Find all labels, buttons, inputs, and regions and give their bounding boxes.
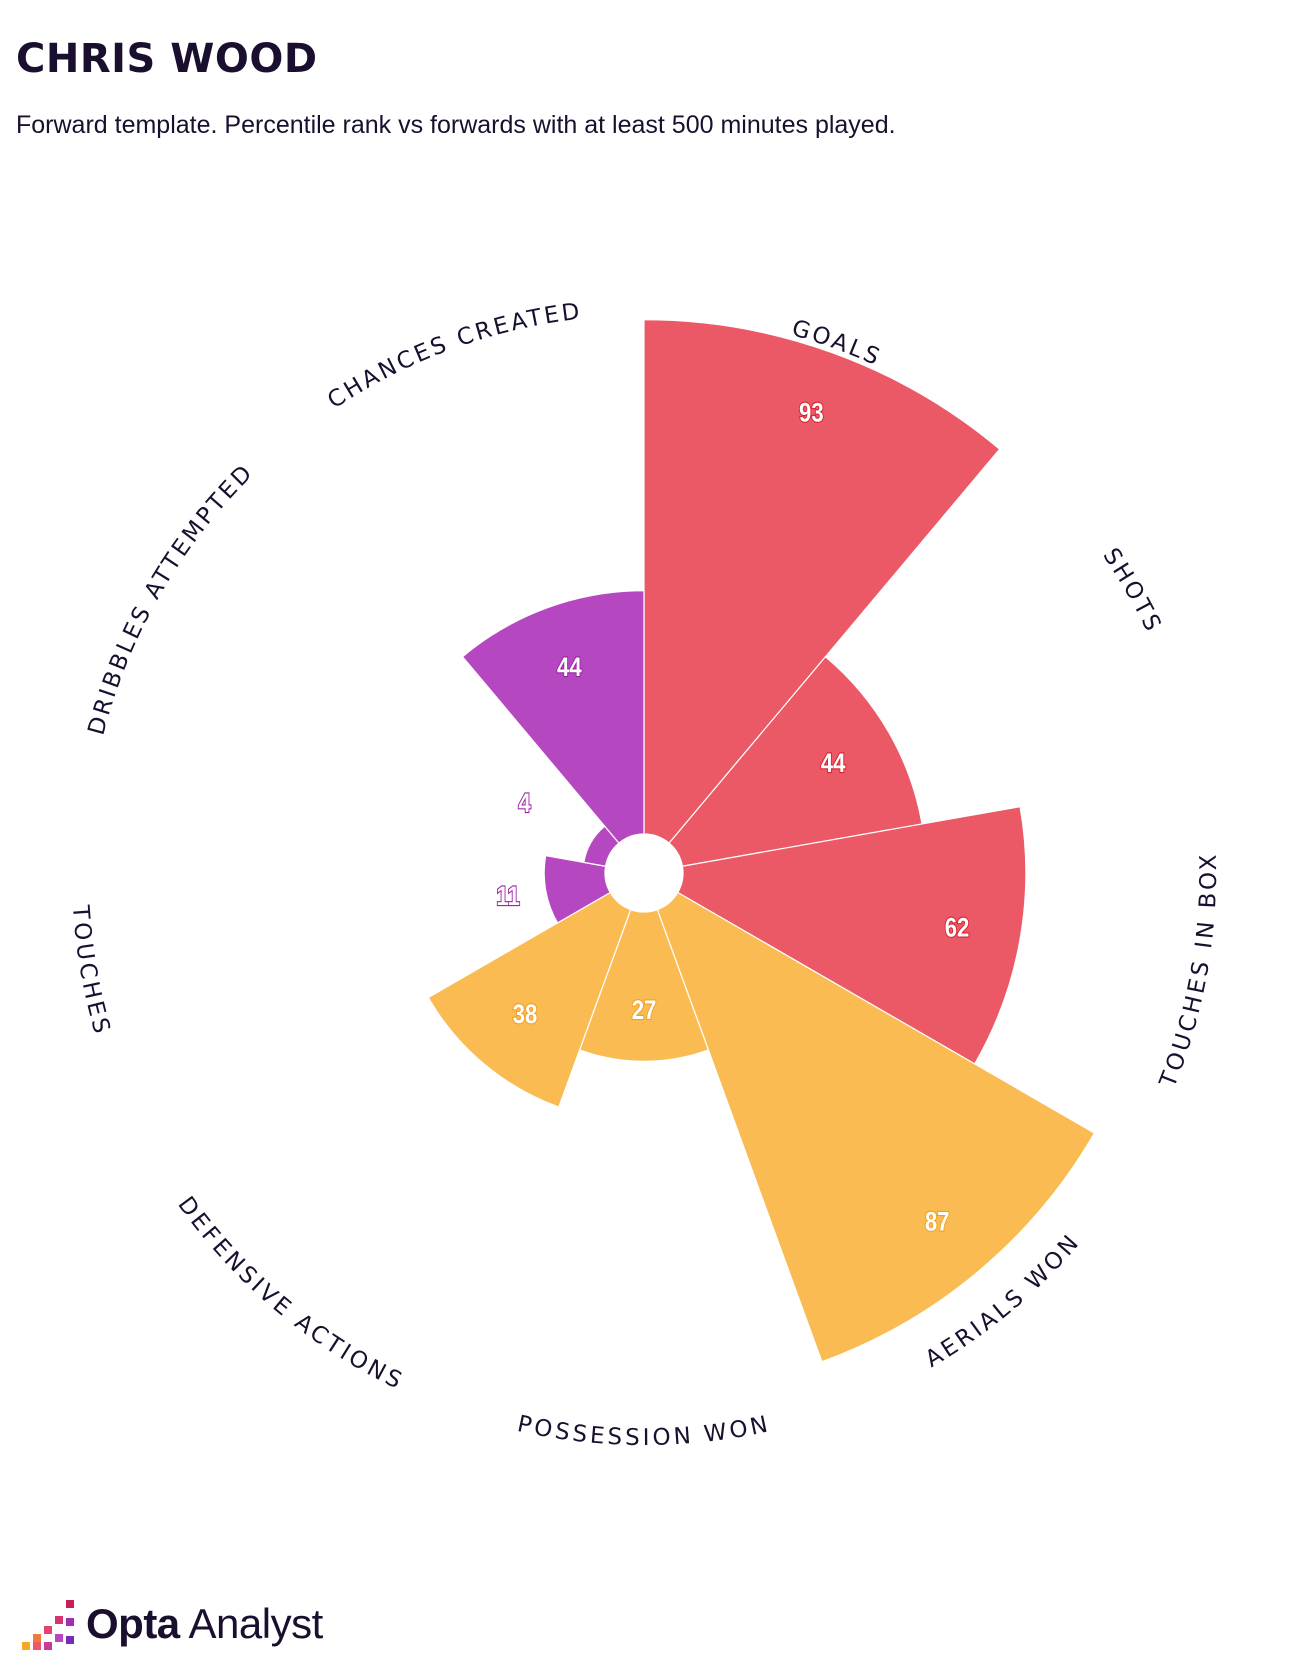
value-label: 11 bbox=[496, 882, 520, 912]
category-label: DEFENSIVE ACTIONS bbox=[172, 1192, 408, 1395]
bar-chances-created bbox=[461, 590, 645, 844]
value-label: 44 bbox=[821, 749, 846, 779]
category-label: POSSESSION WON bbox=[515, 1411, 773, 1451]
value-label: 87 bbox=[925, 1208, 950, 1238]
page-title: CHRIS WOOD bbox=[16, 36, 318, 82]
value-label: 93 bbox=[799, 398, 824, 428]
logo-wordmark: Opta Analyst bbox=[86, 1600, 323, 1648]
opta-pixel-steps-icon bbox=[22, 1600, 74, 1650]
category-label: SHOTS bbox=[1097, 544, 1166, 638]
opta-analyst-logo: Opta Analyst bbox=[20, 1592, 323, 1656]
page-subtitle: Forward template. Percentile rank vs for… bbox=[16, 111, 896, 139]
value-label: 44 bbox=[557, 653, 582, 683]
value-label: 62 bbox=[945, 913, 970, 943]
value-label: 38 bbox=[513, 1000, 538, 1030]
category-label: DRIBBLES ATTEMPTED bbox=[84, 459, 260, 738]
value-label: 4 bbox=[518, 789, 531, 819]
logo-analyst: Analyst bbox=[188, 1600, 324, 1647]
bar-possession-won bbox=[578, 908, 710, 1062]
category-label: CHANCES CREATED bbox=[323, 298, 584, 414]
category-label: TOUCHES IN BOX bbox=[1155, 851, 1222, 1092]
chart-center-hole bbox=[605, 834, 683, 912]
category-label: TOUCHES bbox=[67, 903, 116, 1039]
logo-opta: Opta bbox=[86, 1600, 180, 1647]
value-label: 27 bbox=[632, 996, 657, 1026]
chart-bars bbox=[427, 319, 1096, 1363]
